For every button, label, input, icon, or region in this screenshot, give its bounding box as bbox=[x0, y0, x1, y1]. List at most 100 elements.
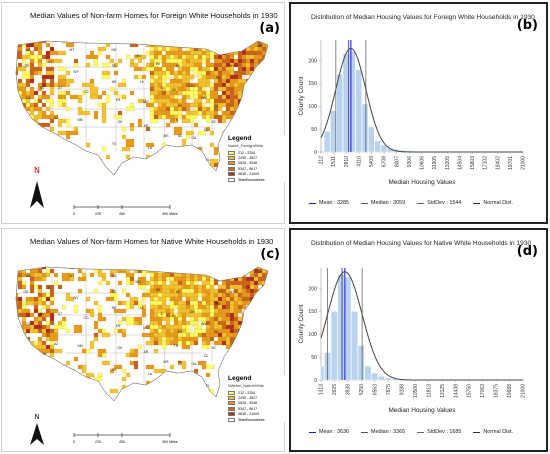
county-polygon bbox=[97, 102, 103, 108]
county-polygon bbox=[181, 360, 187, 370]
county-polygon bbox=[41, 340, 47, 346]
county-polygon bbox=[185, 372, 191, 382]
county-polygon bbox=[233, 267, 243, 274]
county-polygon bbox=[161, 316, 167, 322]
x-tick-label: 21000 bbox=[521, 384, 527, 398]
county-polygon bbox=[241, 268, 247, 274]
county-polygon bbox=[265, 66, 268, 72]
county-polygon bbox=[97, 392, 103, 398]
county-polygon bbox=[37, 66, 43, 72]
county-polygon bbox=[89, 50, 95, 60]
county-polygon bbox=[45, 304, 51, 310]
county-polygon bbox=[173, 304, 179, 310]
county-polygon bbox=[197, 268, 203, 274]
county-polygon bbox=[49, 300, 55, 306]
county-polygon bbox=[241, 320, 247, 326]
county-polygon bbox=[253, 340, 263, 346]
county-polygon bbox=[233, 328, 239, 334]
county-polygon bbox=[69, 296, 75, 302]
county-polygon bbox=[221, 316, 227, 322]
county-polygon bbox=[270, 317, 278, 321]
county-polygon bbox=[77, 150, 87, 156]
county-polygon bbox=[253, 328, 259, 334]
county-polygon bbox=[17, 41, 27, 44]
county-polygon bbox=[77, 276, 87, 282]
county-polygon bbox=[53, 138, 59, 144]
county-polygon bbox=[165, 308, 171, 314]
county-polygon bbox=[229, 74, 235, 80]
county-polygon bbox=[213, 340, 219, 346]
county-polygon bbox=[153, 74, 159, 80]
county-polygon bbox=[270, 51, 274, 55]
county-polygon bbox=[129, 102, 135, 108]
county-polygon bbox=[193, 102, 199, 108]
county-polygon bbox=[37, 316, 43, 322]
county-polygon bbox=[245, 356, 255, 362]
county-polygon bbox=[193, 280, 199, 286]
county-polygon bbox=[213, 324, 219, 330]
county-polygon bbox=[241, 267, 247, 270]
county-polygon bbox=[105, 360, 111, 366]
county-polygon bbox=[173, 300, 179, 306]
county-polygon bbox=[205, 58, 211, 64]
county-polygon bbox=[109, 388, 119, 394]
state-label: AL bbox=[178, 360, 182, 364]
county-polygon bbox=[29, 118, 39, 124]
county-polygon bbox=[261, 292, 267, 298]
x-tick-label: 2625 bbox=[332, 384, 338, 395]
x-tick-label: 5250 bbox=[359, 384, 365, 395]
county-polygon bbox=[245, 268, 255, 274]
county-polygon bbox=[257, 50, 263, 56]
county-polygon bbox=[221, 308, 227, 314]
county-polygon bbox=[221, 66, 227, 72]
legend-item-median: Median : 3365 bbox=[360, 429, 405, 435]
county-polygon bbox=[221, 114, 227, 124]
county-polygon bbox=[37, 396, 43, 401]
county-polygon bbox=[257, 296, 263, 302]
county-polygon bbox=[245, 98, 255, 104]
county-polygon bbox=[93, 110, 99, 120]
county-polygon bbox=[257, 94, 267, 100]
county-polygon bbox=[261, 90, 267, 96]
state-label: AZ bbox=[54, 342, 58, 346]
county-polygon bbox=[257, 340, 267, 350]
county-polygon bbox=[17, 267, 27, 270]
x-tick-label: 14504 bbox=[457, 156, 463, 170]
legend-title: Legend bbox=[228, 375, 252, 382]
county-polygon bbox=[45, 158, 55, 168]
county-polygon bbox=[270, 285, 278, 289]
county-polygon bbox=[189, 54, 195, 60]
county-polygon bbox=[225, 312, 231, 318]
county-polygon bbox=[149, 90, 155, 96]
county-polygon bbox=[201, 58, 207, 64]
county-polygon bbox=[153, 267, 159, 270]
county-polygon bbox=[77, 268, 83, 274]
county-polygon bbox=[217, 320, 223, 326]
county-polygon bbox=[205, 54, 211, 60]
county-polygon bbox=[241, 332, 247, 342]
county-polygon bbox=[181, 320, 187, 326]
county-polygon bbox=[121, 82, 127, 88]
state-label: WA bbox=[25, 48, 31, 52]
county-polygon bbox=[133, 74, 139, 80]
legend-swatch bbox=[228, 401, 235, 406]
county-polygon bbox=[165, 276, 171, 282]
county-polygon bbox=[41, 110, 47, 116]
county-polygon bbox=[165, 272, 171, 278]
county-polygon bbox=[225, 106, 231, 112]
county-polygon bbox=[257, 102, 263, 108]
county-polygon bbox=[201, 110, 207, 116]
county-polygon bbox=[177, 54, 183, 60]
county-polygon bbox=[21, 300, 27, 306]
county-polygon bbox=[225, 304, 231, 310]
county-polygon bbox=[45, 356, 51, 362]
county-polygon bbox=[270, 305, 274, 309]
county-polygon bbox=[117, 320, 123, 326]
map-title: Median Values of Non-farm Homes for Fore… bbox=[30, 11, 278, 20]
county-polygon bbox=[149, 41, 155, 44]
county-polygon bbox=[265, 74, 268, 84]
county-polygon bbox=[257, 78, 263, 84]
state-label: LA bbox=[148, 146, 153, 150]
county-polygon bbox=[165, 158, 171, 164]
county-polygon bbox=[149, 46, 155, 52]
